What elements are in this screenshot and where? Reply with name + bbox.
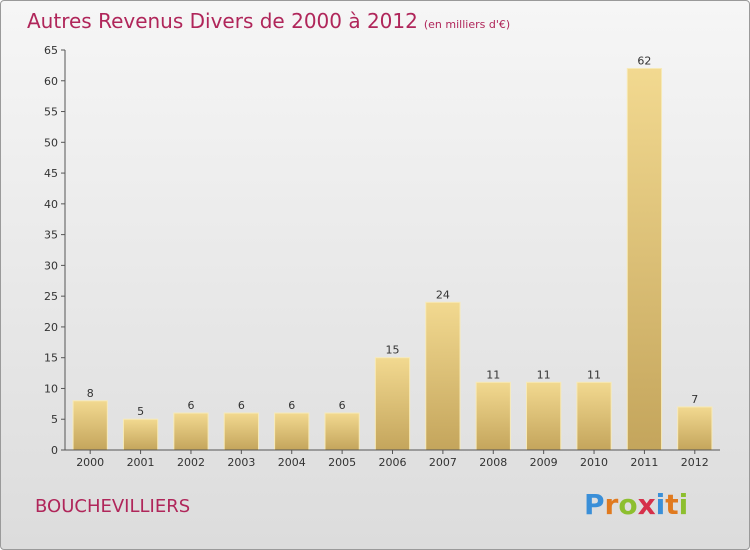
y-tick-label: 40: [44, 198, 58, 211]
data-label: 11: [587, 368, 601, 381]
bar-2011: [626, 67, 663, 451]
y-tick-label: 15: [44, 352, 58, 365]
data-label: 6: [288, 399, 295, 412]
x-axis: 2000 2001 2002 2003 2004 2005 2006 2007 2008 2009…: [65, 449, 720, 469]
bar-2001: [122, 418, 159, 451]
x-tick-label: 2004: [278, 456, 306, 469]
logo-letter: t: [665, 488, 679, 521]
y-tick-label: 50: [44, 136, 58, 149]
bar-2010: [576, 381, 612, 451]
bar-2003: [223, 412, 259, 451]
data-label: 7: [691, 393, 698, 406]
bar-2000: [72, 400, 108, 451]
data-label: 15: [386, 344, 400, 357]
bar-2007: [425, 301, 461, 451]
logo-letter: r: [604, 488, 619, 521]
bar-2009: [526, 381, 562, 451]
y-tick-label: 30: [44, 259, 58, 272]
logo-letter: o: [618, 488, 638, 521]
title-text: Autres Revenus Divers de 2000 à 2012: [27, 9, 418, 33]
data-label: 8: [87, 387, 94, 400]
data-label: 62: [637, 54, 651, 67]
y-tick-label: 5: [51, 413, 58, 426]
x-tick-label: 2012: [681, 456, 709, 469]
data-label: 11: [537, 368, 551, 381]
x-tick-label: 2010: [580, 456, 608, 469]
logo-letter: i: [655, 488, 666, 521]
data-label: 6: [238, 399, 245, 412]
y-tick-label: 35: [44, 229, 58, 242]
data-label: 24: [436, 288, 450, 301]
data-label: 5: [137, 405, 144, 418]
x-tick-label: 2009: [530, 456, 558, 469]
y-tick-label: 20: [44, 321, 58, 334]
commune-name: BOUCHEVILLIERS: [35, 496, 191, 517]
proxiti-logo: Proxiti: [584, 488, 688, 521]
y-axis: 0 5 10 15 20 25 30 35 40 45 50 55 60 65: [44, 44, 66, 457]
bar-2008: [475, 381, 511, 451]
bars: 8 5 6 6 6 6 15 24 11 11 11 62 7: [72, 54, 713, 451]
bar-2005: [324, 412, 360, 451]
y-tick-label: 0: [51, 444, 58, 457]
x-tick-label: 2001: [127, 456, 155, 469]
bar-2002: [173, 412, 209, 451]
y-tick-label: 65: [44, 44, 58, 57]
bar-2012: [677, 406, 713, 451]
bar-2006: [374, 357, 411, 451]
x-tick-label: 2003: [227, 456, 255, 469]
x-tick-label: 2005: [328, 456, 356, 469]
y-tick-label: 45: [44, 167, 58, 180]
logo-letter: P: [584, 488, 605, 521]
logo-letter: i: [678, 488, 689, 521]
y-tick-label: 55: [44, 106, 58, 119]
y-tick-label: 25: [44, 290, 58, 303]
title-subtitle: (en milliers d'€): [423, 18, 511, 31]
x-tick-label: 2000: [76, 456, 104, 469]
x-tick-label: 2007: [429, 456, 457, 469]
logo-letter: x: [637, 488, 656, 521]
x-tick-label: 2008: [479, 456, 507, 469]
chart-title: Autres Revenus Divers de 2000 à 2012 (en …: [27, 9, 510, 33]
data-label: 11: [486, 368, 500, 381]
x-tick-label: 2011: [630, 456, 658, 469]
x-tick-label: 2002: [177, 456, 205, 469]
x-tick-label: 2006: [379, 456, 407, 469]
data-label: 6: [187, 399, 194, 412]
y-tick-label: 60: [44, 75, 58, 88]
bar-2004: [274, 412, 310, 451]
data-label: 6: [339, 399, 346, 412]
y-tick-label: 10: [44, 382, 58, 395]
